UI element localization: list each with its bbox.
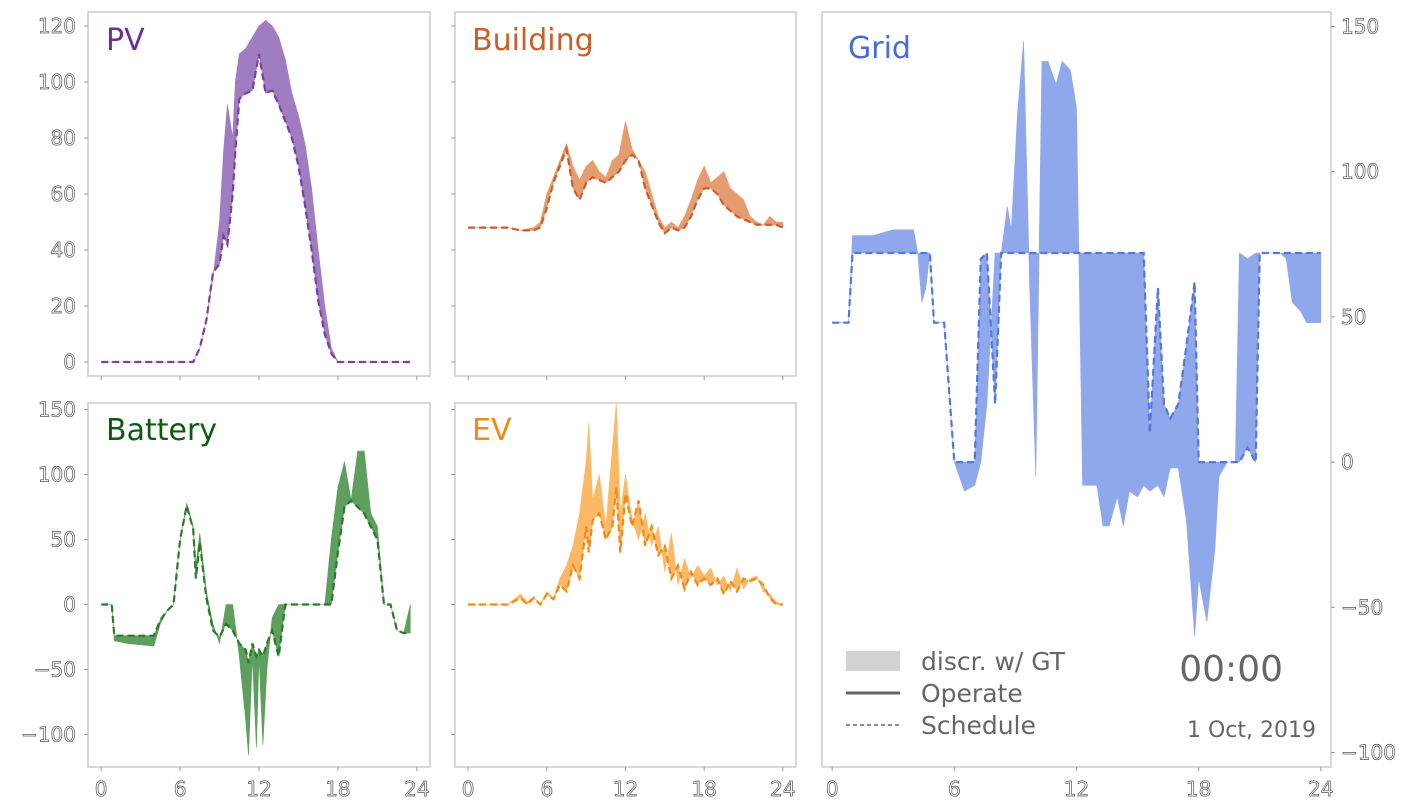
legend-label-discr: discr. w/ GT — [921, 647, 1066, 676]
ev-x-tick-label: 12 — [613, 777, 638, 801]
panel-battery-title: Battery — [106, 413, 217, 448]
ev-x-tick-label: 0 — [462, 777, 475, 801]
battery-schedule-line — [101, 498, 411, 664]
grid-x-tick-label: 6 — [948, 777, 961, 801]
legend-swatch-fill — [846, 651, 900, 671]
panel-pv-marks: 0 20 40 60 80 100 120 — [37, 14, 418, 380]
battery-x-tick-label: 12 — [246, 777, 271, 801]
battery-y-tick-label: 100 — [38, 463, 76, 487]
battery-y-tick-label: −100 — [21, 723, 76, 747]
battery-discrepancy-band — [101, 450, 411, 756]
grid-x-tick-label: 24 — [1308, 777, 1333, 801]
pv-y-tick-label: 40 — [51, 238, 76, 262]
battery-x-tick-label: 18 — [325, 777, 350, 801]
panel-building: Building — [451, 11, 797, 380]
battery-y-tick-label: 0 — [63, 593, 76, 617]
ev-x-tick-label: 24 — [770, 777, 795, 801]
panel-grid-title: Grid — [848, 31, 911, 66]
battery-y-tick-label: 50 — [51, 528, 76, 552]
panel-grid-marks: 0 6 12 18 24 −100 −50 0 50 100 150 — [825, 14, 1396, 801]
panel-pv-title: PV — [106, 23, 145, 58]
grid-y-tick-label: −100 — [1341, 740, 1396, 764]
grid-x-tick-label: 0 — [826, 777, 839, 801]
grid-x-tick-label: 18 — [1186, 777, 1211, 801]
grid-schedule-line — [832, 250, 1321, 467]
clock-readout: 00:00 — [1179, 649, 1283, 690]
panel-ev: 0 6 12 18 24 EV — [451, 402, 797, 801]
legend-label-operate: Operate — [921, 679, 1023, 708]
battery-x-tick-label: 24 — [404, 777, 429, 801]
panel-pv: 0 20 40 60 80 100 120 PV — [37, 11, 431, 380]
panel-building-frame — [454, 11, 797, 377]
battery-y-tick-label: 150 — [38, 398, 76, 422]
date-readout: 1 Oct, 2019 — [1187, 718, 1316, 743]
pv-y-tick-label: 60 — [51, 182, 76, 206]
building-schedule-line — [468, 145, 784, 235]
grid-y-tick-label: 150 — [1341, 15, 1379, 39]
ev-x-tick-label: 6 — [540, 777, 553, 801]
panel-battery-frame — [87, 402, 431, 768]
grid-y-tick-label: −50 — [1341, 595, 1383, 619]
pv-y-tick-label: 20 — [51, 294, 76, 318]
legend-label-schedule: Schedule — [921, 711, 1036, 740]
pv-y-tick-label: 80 — [51, 126, 76, 150]
panel-battery: 0 6 12 18 24 −100 −50 0 50 100 150 Battery — [21, 397, 431, 801]
panel-battery-marks: 0 6 12 18 24 −100 −50 0 50 100 150 — [21, 397, 430, 801]
pv-y-tick-label: 100 — [38, 70, 76, 94]
panel-building-title: Building — [472, 23, 594, 58]
grid-discrepancy-band — [832, 40, 1322, 637]
pv-discrepancy-band — [101, 20, 411, 363]
ev-schedule-line — [468, 487, 783, 607]
battery-x-tick-label: 0 — [95, 777, 108, 801]
grid-x-tick-label: 12 — [1064, 777, 1089, 801]
pv-y-tick-label: 120 — [38, 14, 76, 38]
legend: discr. w/ GT Operate Schedule — [846, 647, 1066, 740]
panel-pv-frame — [87, 11, 431, 377]
battery-x-tick-label: 6 — [174, 777, 187, 801]
panel-building-marks — [451, 25, 784, 380]
grid-y-tick-label: 100 — [1341, 160, 1379, 184]
panel-ev-marks: 0 6 12 18 24 — [451, 402, 796, 801]
ev-x-tick-label: 18 — [691, 777, 716, 801]
panel-grid: 0 6 12 18 24 −100 −50 0 50 100 150 Grid discr. w/ … — [821, 11, 1396, 801]
grid-y-tick-label: 0 — [1341, 450, 1354, 474]
panel-ev-title: EV — [472, 413, 512, 448]
grid-y-tick-label: 50 — [1341, 305, 1366, 329]
pv-y-tick-label: 0 — [63, 350, 76, 374]
battery-y-tick-label: −50 — [34, 658, 76, 682]
pv-schedule-line — [101, 53, 411, 364]
